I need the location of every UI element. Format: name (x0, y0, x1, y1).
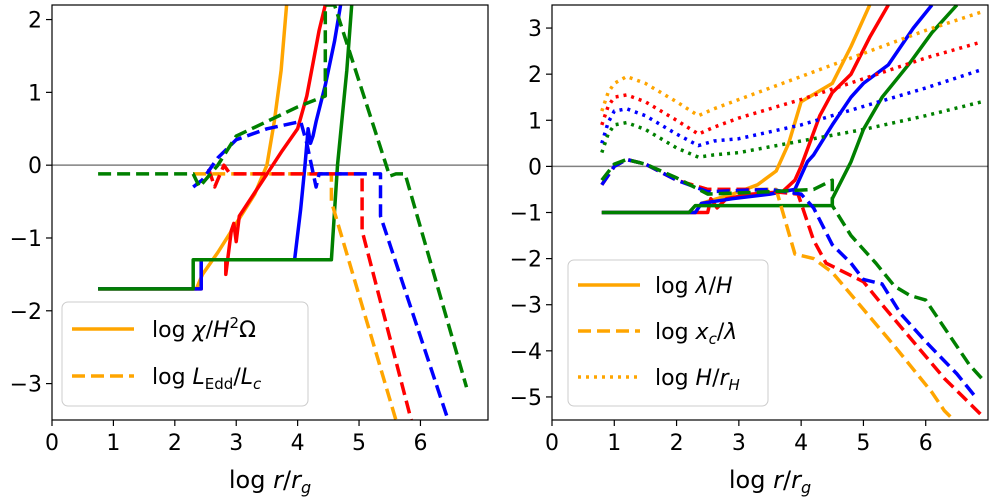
left-xtick-label: 1 (106, 431, 120, 456)
left-xtick-label: 5 (352, 431, 366, 456)
left-ytick-label: −2 (10, 300, 42, 325)
left-ytick-label: 1 (28, 81, 42, 106)
left-ytick-label: 2 (28, 9, 42, 34)
right-ytick-label: 0 (528, 155, 542, 180)
left-axes-frame (51, 4, 489, 421)
left-series-red-solid (98, 5, 328, 291)
right-series-red-solid (601, 5, 890, 215)
left-series-green-dashed (98, 5, 469, 388)
right-ytick-label: −3 (510, 294, 542, 319)
right-xtick-label: 0 (545, 431, 559, 456)
right-ytick-label: −2 (510, 248, 542, 273)
right-series-orange-dotted (600, 10, 983, 118)
right-xtick-label: 6 (919, 431, 933, 456)
right-legend: log λ/H log xc/λ log H/rH (567, 259, 769, 407)
right-series-green-dotted (600, 100, 983, 159)
legend-label-chi: log χ/H2Ω (152, 314, 256, 343)
left-panel: 0 1 2 3 4 5 6 −3 −2 −1 0 1 2 log r/rg log χ/H2Ω log … (10, 4, 489, 497)
left-series-blue-dashed (192, 119, 450, 420)
right-series-blue-dotted (600, 67, 983, 148)
left-x-axis-label: log r/rg (229, 466, 311, 497)
right-ytick-label: 3 (528, 17, 542, 42)
right-xtick-label: 1 (607, 431, 621, 456)
right-ytick-label: 1 (528, 109, 542, 134)
left-series-blue-solid (98, 5, 343, 291)
right-ticks-group: 0 1 2 3 4 5 6 −5 −4 −3 −2 −1 0 1 2 3 (510, 17, 933, 456)
right-xtick-label: 3 (732, 431, 746, 456)
left-series-green-solid (98, 5, 354, 291)
left-ticks-group: 0 1 2 3 4 5 6 −3 −2 −1 0 1 2 (10, 9, 428, 456)
left-series-orange-solid (98, 5, 289, 291)
left-ytick-label: 0 (28, 154, 42, 179)
right-legend-box (567, 259, 769, 407)
left-series-group (98, 5, 469, 420)
right-ytick-label: −4 (510, 340, 542, 365)
left-xtick-label: 2 (168, 431, 182, 456)
right-ytick-label: −5 (510, 386, 542, 411)
right-x-axis-label: log r/rg (729, 466, 811, 497)
right-series-blue-solid (601, 5, 934, 215)
right-xtick-label: 5 (856, 431, 870, 456)
right-ytick-label: 2 (528, 63, 542, 88)
left-xtick-label: 4 (291, 431, 305, 456)
right-series-group (600, 5, 984, 420)
right-ytick-label: −1 (510, 202, 542, 227)
left-xtick-label: 0 (45, 431, 59, 456)
legend-label-xc-lambda: log xc/λ (655, 320, 737, 348)
legend-label-h-rh: log H/rH (655, 366, 740, 394)
left-ytick-label: −3 (10, 373, 42, 398)
right-series-green-solid (601, 5, 959, 215)
right-xtick-label: 2 (670, 431, 684, 456)
left-ytick-label: −1 (10, 227, 42, 252)
left-legend: log χ/H2Ω log LEdd/Lc (61, 301, 309, 407)
right-xtick-label: 4 (794, 431, 808, 456)
right-panel: 0 1 2 3 4 5 6 −5 −4 −3 −2 −1 0 1 2 3 log r/rg log λ/H l… (510, 4, 989, 497)
left-xtick-label: 3 (229, 431, 243, 456)
right-series-green-dashed (600, 157, 984, 380)
right-series-orange-solid (601, 5, 872, 215)
left-series-red-dashed (206, 163, 413, 420)
left-xtick-label: 6 (413, 431, 427, 456)
legend-label-lambda-h: log λ/H (655, 274, 733, 299)
